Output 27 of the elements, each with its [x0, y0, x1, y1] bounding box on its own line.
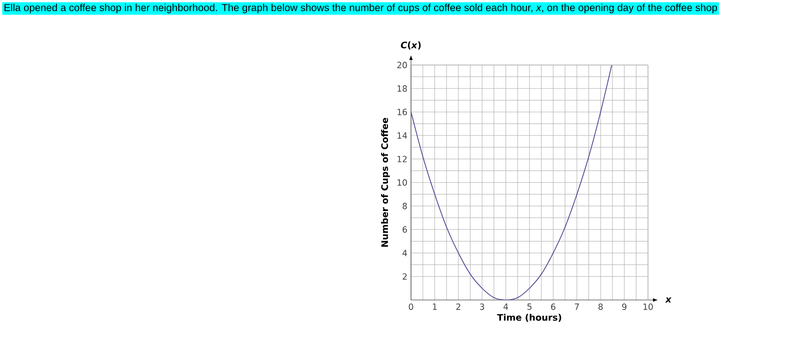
y-tick-label: 16	[398, 108, 407, 116]
y-axis-title: Number of Cups of Coffee	[381, 118, 390, 247]
y-tick-label: 10	[398, 179, 407, 186]
x-tick-label: 10	[644, 304, 653, 310]
x-tick-label: 5	[527, 304, 532, 310]
x-tick-label: 0	[408, 304, 414, 310]
x-tick-label: 9	[622, 304, 626, 310]
y-tick-label: 8	[402, 202, 407, 210]
y-tick-label: 12	[398, 156, 407, 162]
x-tick-label: 6	[551, 304, 556, 310]
y-tick-label: 2	[402, 273, 407, 280]
x-tick-label: 8	[598, 304, 603, 310]
y-tick-label: 20	[397, 62, 407, 68]
text: C(x)	[400, 41, 421, 50]
chart-title: Ella opened a coffee shop in her neighborhood. The graph below shows the number of cups of coffee sold each hour, x, on the opening day of the coffee shop	[4, 4, 717, 14]
x-tick-label: 2	[456, 304, 460, 310]
y-tick-label: 14	[398, 132, 407, 139]
x-tick-label: 4	[504, 304, 508, 310]
x-axis-title: Time (hours)	[497, 314, 562, 322]
y-tick-label: 6	[402, 226, 407, 233]
y-tick-label: 18	[398, 85, 407, 92]
y-tick-label: 4	[402, 250, 407, 256]
x-tick-label: 3	[480, 304, 484, 310]
x-tick-label: 1	[432, 304, 437, 310]
x-tick-label: 7	[574, 304, 579, 310]
line-series	[411, 64, 612, 300]
text: x	[665, 298, 672, 302]
